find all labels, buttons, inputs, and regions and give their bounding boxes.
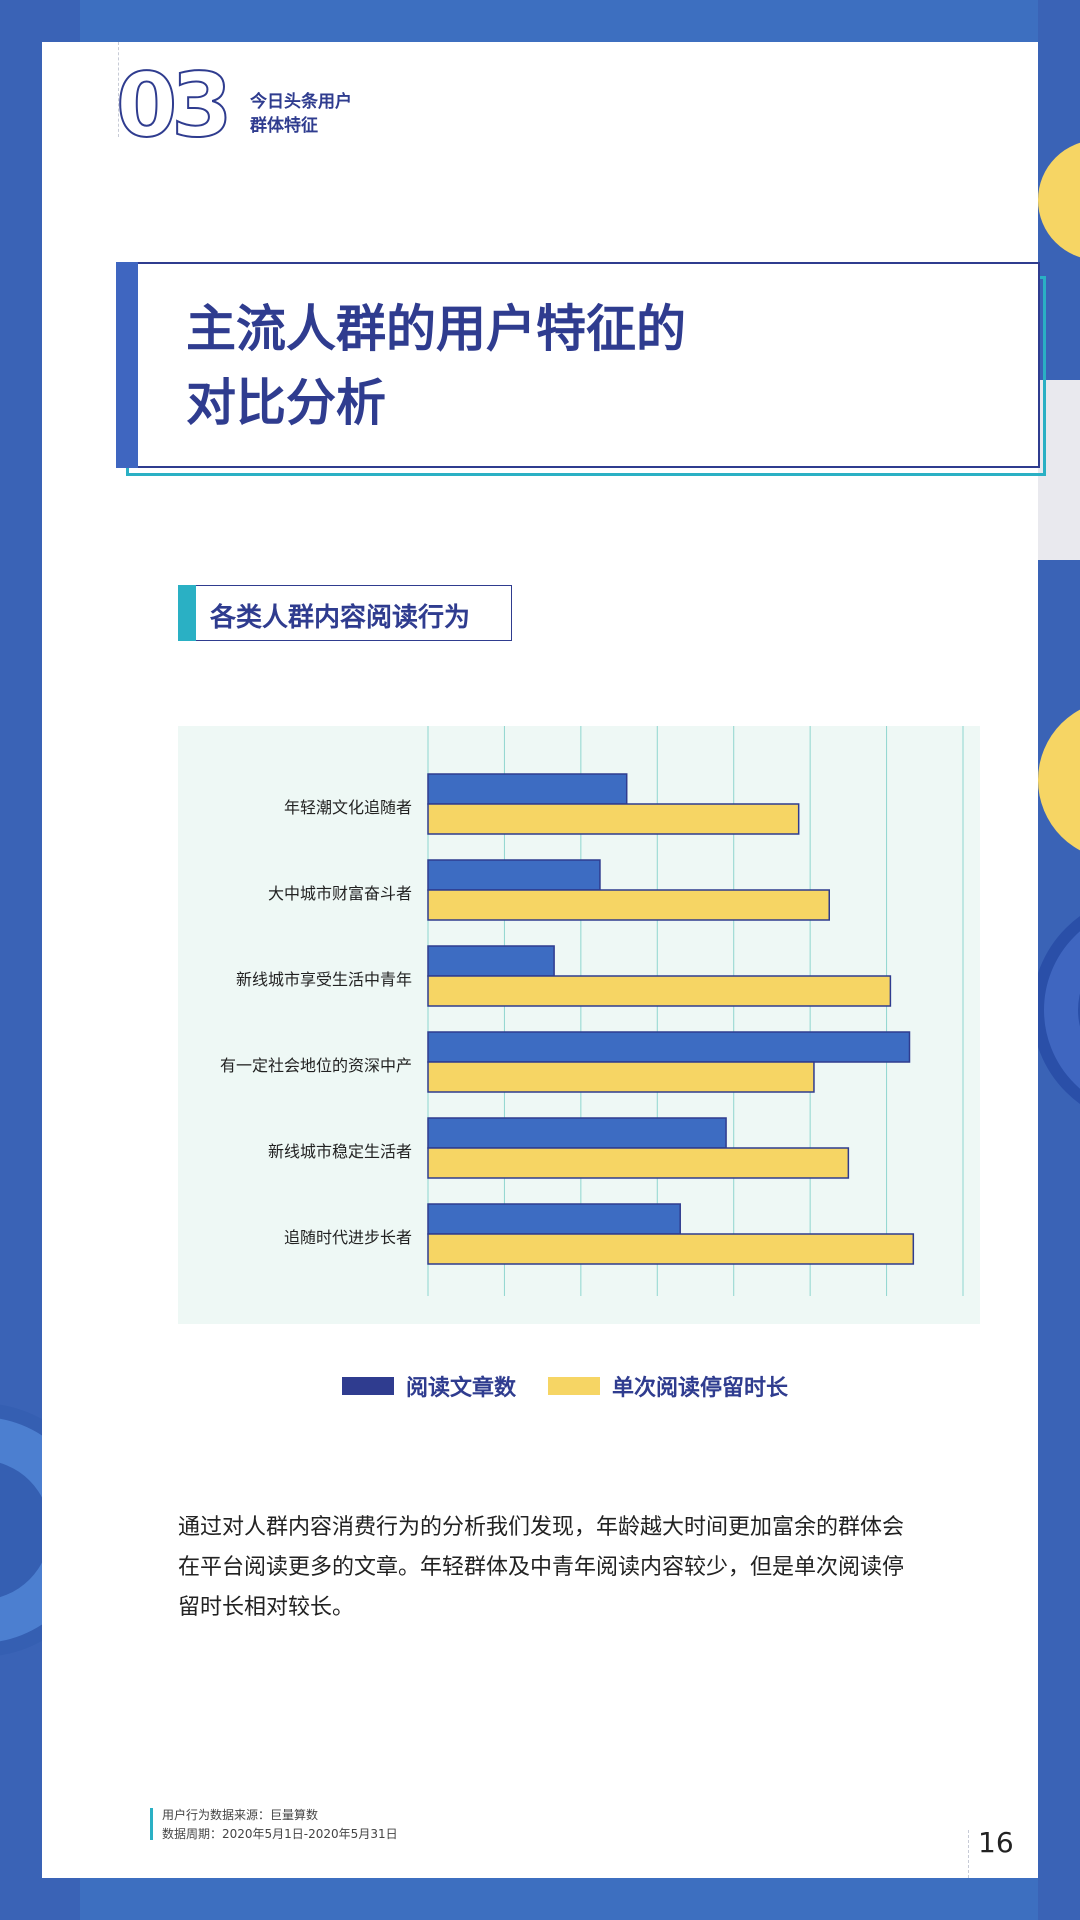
page-number: 16 [978,1826,1014,1859]
legend-label-articles: 阅读文章数 [406,1376,517,1401]
legend-label-duration: 单次阅读停留时长 [612,1376,789,1401]
category-label: 大中城市财富奋斗者 [267,884,412,903]
bar-duration [427,1061,815,1093]
bar-duration [427,1147,850,1179]
chapter-number: 03 [115,58,233,148]
bar-articles [427,773,628,805]
bar-chart [178,726,980,1324]
category-label: 追随时代进步长者 [283,1228,412,1247]
section-tag [178,585,512,641]
bar-duration [427,975,892,1007]
legend-item-duration: 单次阅读停留时长 [548,1370,788,1402]
page-number-divider [968,1830,969,1878]
bar-articles [427,1203,681,1235]
bar-duration [427,889,830,921]
category-label: 有一定社会地位的资深中产 [219,1056,412,1075]
page-title: 主流人群的用户特征的 对比分析 [186,300,686,432]
category-label: 新线城市享受生活中青年 [235,970,412,989]
chart-legend: 阅读文章数 单次阅读停留时长 [342,1370,820,1402]
bar-articles [427,1031,911,1063]
chart-category-labels: 年轻潮文化追随者大中城市财富奋斗者新线城市享受生活中青年有一定社会地位的资深中产… [178,726,412,1324]
category-label: 新线城市稳定生活者 [267,1142,412,1161]
bar-duration [427,1233,915,1265]
legend-swatch-duration [548,1377,601,1395]
title-banner [116,262,1040,468]
legend-item-articles: 阅读文章数 [342,1370,516,1402]
chart-plot [427,726,964,1296]
data-source-note: 用户行为数据来源：巨量算数 数据周期：2020年5月1日-2020年5月31日 [162,1808,398,1841]
chapter-title: 今日头条用户 群体特征 [250,92,352,136]
body-paragraph: 通过对人群内容消费行为的分析我们发现，年龄越大时间更加富余的群体会 在平台阅读更… [178,1515,905,1620]
bar-articles [427,945,555,977]
bar-articles [427,859,601,891]
category-label: 年轻潮文化追随者 [283,798,412,817]
section-tag-accent [178,585,196,641]
footer-accent [150,1808,153,1840]
legend-swatch-articles [342,1377,394,1395]
background-left-decoration [0,1404,42,1656]
top-dashed-divider [118,42,119,137]
bar-duration [427,803,800,835]
bar-articles [427,1117,727,1149]
section-title: 各类人群内容阅读行为 [210,603,471,633]
svg-text:03: 03 [116,58,226,148]
title-banner-accent [116,262,138,468]
